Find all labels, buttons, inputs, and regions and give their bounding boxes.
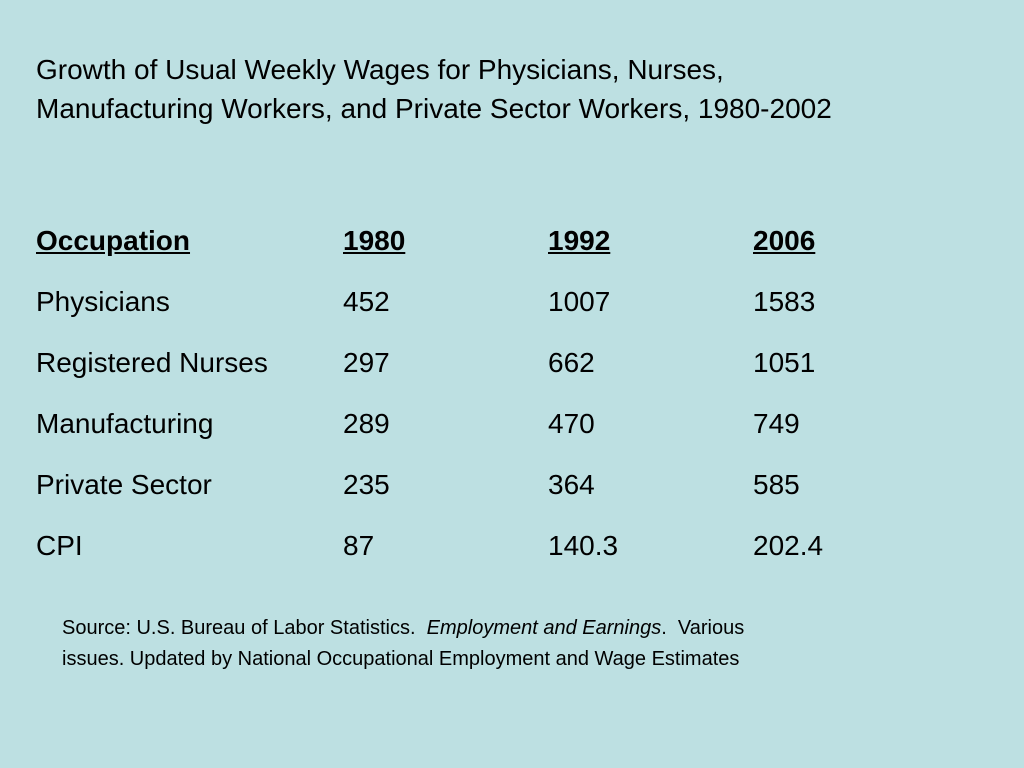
wage-cell: 585 — [753, 468, 800, 500]
occupation-cell: Private Sector — [36, 468, 212, 500]
wage-cell: 235 — [343, 468, 390, 500]
occupation-cell: CPI — [36, 529, 83, 561]
wage-cell: 364 — [548, 468, 595, 500]
table-row: Physicians 452 1007 1583 — [36, 271, 958, 332]
table-row: Manufacturing 289 470 749 — [36, 393, 958, 454]
source-line-2: issues. Updated by National Occupational… — [62, 648, 740, 670]
source-note: Source: U.S. Bureau of Labor Statistics.… — [62, 613, 962, 675]
wage-cell: 1583 — [753, 285, 816, 317]
title-line-2: Manufacturing Workers, and Private Secto… — [36, 93, 832, 124]
occupation-cell: Registered Nurses — [36, 346, 268, 378]
column-header-1980: 1980 — [343, 224, 406, 256]
wage-cell: 202.4 — [753, 529, 824, 561]
source-line-1: Source: U.S. Bureau of Labor Statistics.… — [62, 613, 962, 644]
wage-cell: 452 — [343, 285, 390, 317]
wage-cell: 1051 — [753, 346, 816, 378]
table-row: Private Sector 235 364 585 — [36, 454, 958, 515]
column-header-2006: 2006 — [753, 224, 816, 256]
wage-cell: 662 — [548, 346, 595, 378]
wage-cell: 749 — [753, 407, 800, 439]
wage-cell: 470 — [548, 407, 595, 439]
wage-table: Occupation 1980 1992 2006 Physicians 452… — [36, 210, 958, 576]
source-publication: Employment and Earnings — [426, 617, 662, 639]
title-line-1: Growth of Usual Weekly Wages for Physici… — [36, 54, 724, 85]
occupation-cell: Physicians — [36, 285, 170, 317]
wage-cell: 297 — [343, 346, 390, 378]
wage-cell: 289 — [343, 407, 390, 439]
column-header-occupation: Occupation — [36, 224, 191, 256]
source-prefix: Source: U.S. Bureau of Labor Statistics. — [62, 617, 427, 639]
table-row: CPI 87 140.3 202.4 — [36, 515, 958, 576]
wage-cell: 1007 — [548, 285, 611, 317]
table-header-row: Occupation 1980 1992 2006 — [36, 210, 958, 271]
table-row: Registered Nurses 297 662 1051 — [36, 332, 958, 393]
column-header-1992: 1992 — [548, 224, 611, 256]
occupation-cell: Manufacturing — [36, 407, 214, 439]
wage-cell: 140.3 — [548, 529, 619, 561]
wage-cell: 87 — [343, 529, 375, 561]
slide-title: Growth of Usual Weekly Wages for Physici… — [36, 50, 1016, 128]
source-suffix: . Various — [661, 617, 745, 639]
